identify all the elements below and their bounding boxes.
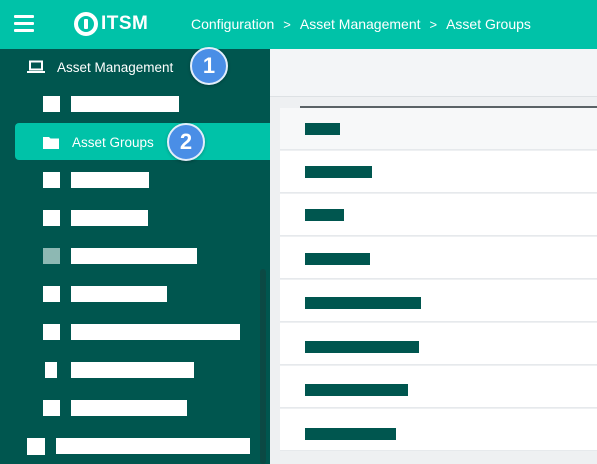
- redacted-sidebar-item[interactable]: [56, 438, 250, 454]
- table-header-row: [280, 108, 597, 150]
- redacted-cell: [305, 384, 408, 396]
- redacted-sidebar-item[interactable]: [71, 210, 148, 226]
- table-row[interactable]: [280, 323, 597, 365]
- breadcrumb-separator: >: [429, 16, 438, 32]
- sidebar-item-asset-groups-content: Asset Groups: [43, 134, 154, 150]
- table-row[interactable]: [280, 237, 597, 279]
- logo-icon: [74, 12, 98, 36]
- table-row[interactable]: [280, 280, 597, 322]
- redacted-icon: [27, 438, 45, 455]
- table-row[interactable]: [280, 409, 597, 451]
- redacted-cell: [305, 341, 419, 353]
- redacted-icon: [43, 96, 60, 112]
- redacted-cell: [305, 166, 372, 178]
- table-row[interactable]: [280, 366, 597, 408]
- table-row[interactable]: [280, 194, 597, 236]
- redacted-cell: [305, 209, 344, 221]
- content-toolbar: [270, 49, 597, 97]
- redacted-icon: [43, 172, 60, 188]
- breadcrumb-separator: >: [283, 16, 291, 32]
- annotation-badge: 1: [190, 47, 228, 85]
- redacted-sidebar-item[interactable]: [71, 362, 194, 378]
- redacted-sidebar-item[interactable]: [71, 400, 187, 416]
- breadcrumb: Configuration > Asset Management > Asset…: [191, 16, 531, 32]
- breadcrumb-asset-management[interactable]: Asset Management: [299, 16, 421, 32]
- redacted-icon: [43, 286, 60, 302]
- logo-text: ITSM: [101, 13, 149, 34]
- top-app-bar: ITSM Configuration > Asset Management > …: [0, 0, 597, 49]
- sidebar-item-asset-management[interactable]: Asset Management: [27, 58, 173, 76]
- sidebar-scrollbar[interactable]: [260, 269, 266, 464]
- annotation-badge: 2: [167, 123, 205, 161]
- app-logo[interactable]: ITSM: [74, 12, 148, 36]
- redacted-cell: [305, 428, 396, 440]
- redacted-icon: [43, 400, 60, 416]
- redacted-sidebar-item[interactable]: [71, 96, 179, 112]
- sidebar: Asset Management Asset Groups: [0, 49, 270, 464]
- breadcrumb-asset-groups: Asset Groups: [446, 16, 531, 32]
- table-header-divider: [300, 106, 597, 108]
- redacted-icon: [43, 210, 60, 226]
- laptop-icon: [27, 60, 45, 73]
- folder-icon: [43, 136, 59, 149]
- breadcrumb-configuration[interactable]: Configuration: [191, 16, 275, 32]
- hamburger-menu-icon[interactable]: [14, 15, 34, 33]
- redacted-sidebar-item[interactable]: [71, 248, 197, 264]
- redacted-cell: [305, 297, 421, 309]
- sidebar-item-label: Asset Management: [57, 59, 174, 75]
- redacted-sidebar-item[interactable]: [71, 172, 149, 188]
- table-row[interactable]: [280, 151, 597, 193]
- redacted-cell: [305, 253, 370, 265]
- redacted-sidebar-item[interactable]: [71, 324, 240, 340]
- redacted-icon: [43, 324, 60, 340]
- redacted-icon: [45, 362, 57, 378]
- sidebar-item-label: Asset Groups: [72, 134, 154, 150]
- redacted-sidebar-item[interactable]: [71, 286, 167, 302]
- redacted-icon: [43, 248, 60, 264]
- redacted-column-header[interactable]: [305, 123, 340, 135]
